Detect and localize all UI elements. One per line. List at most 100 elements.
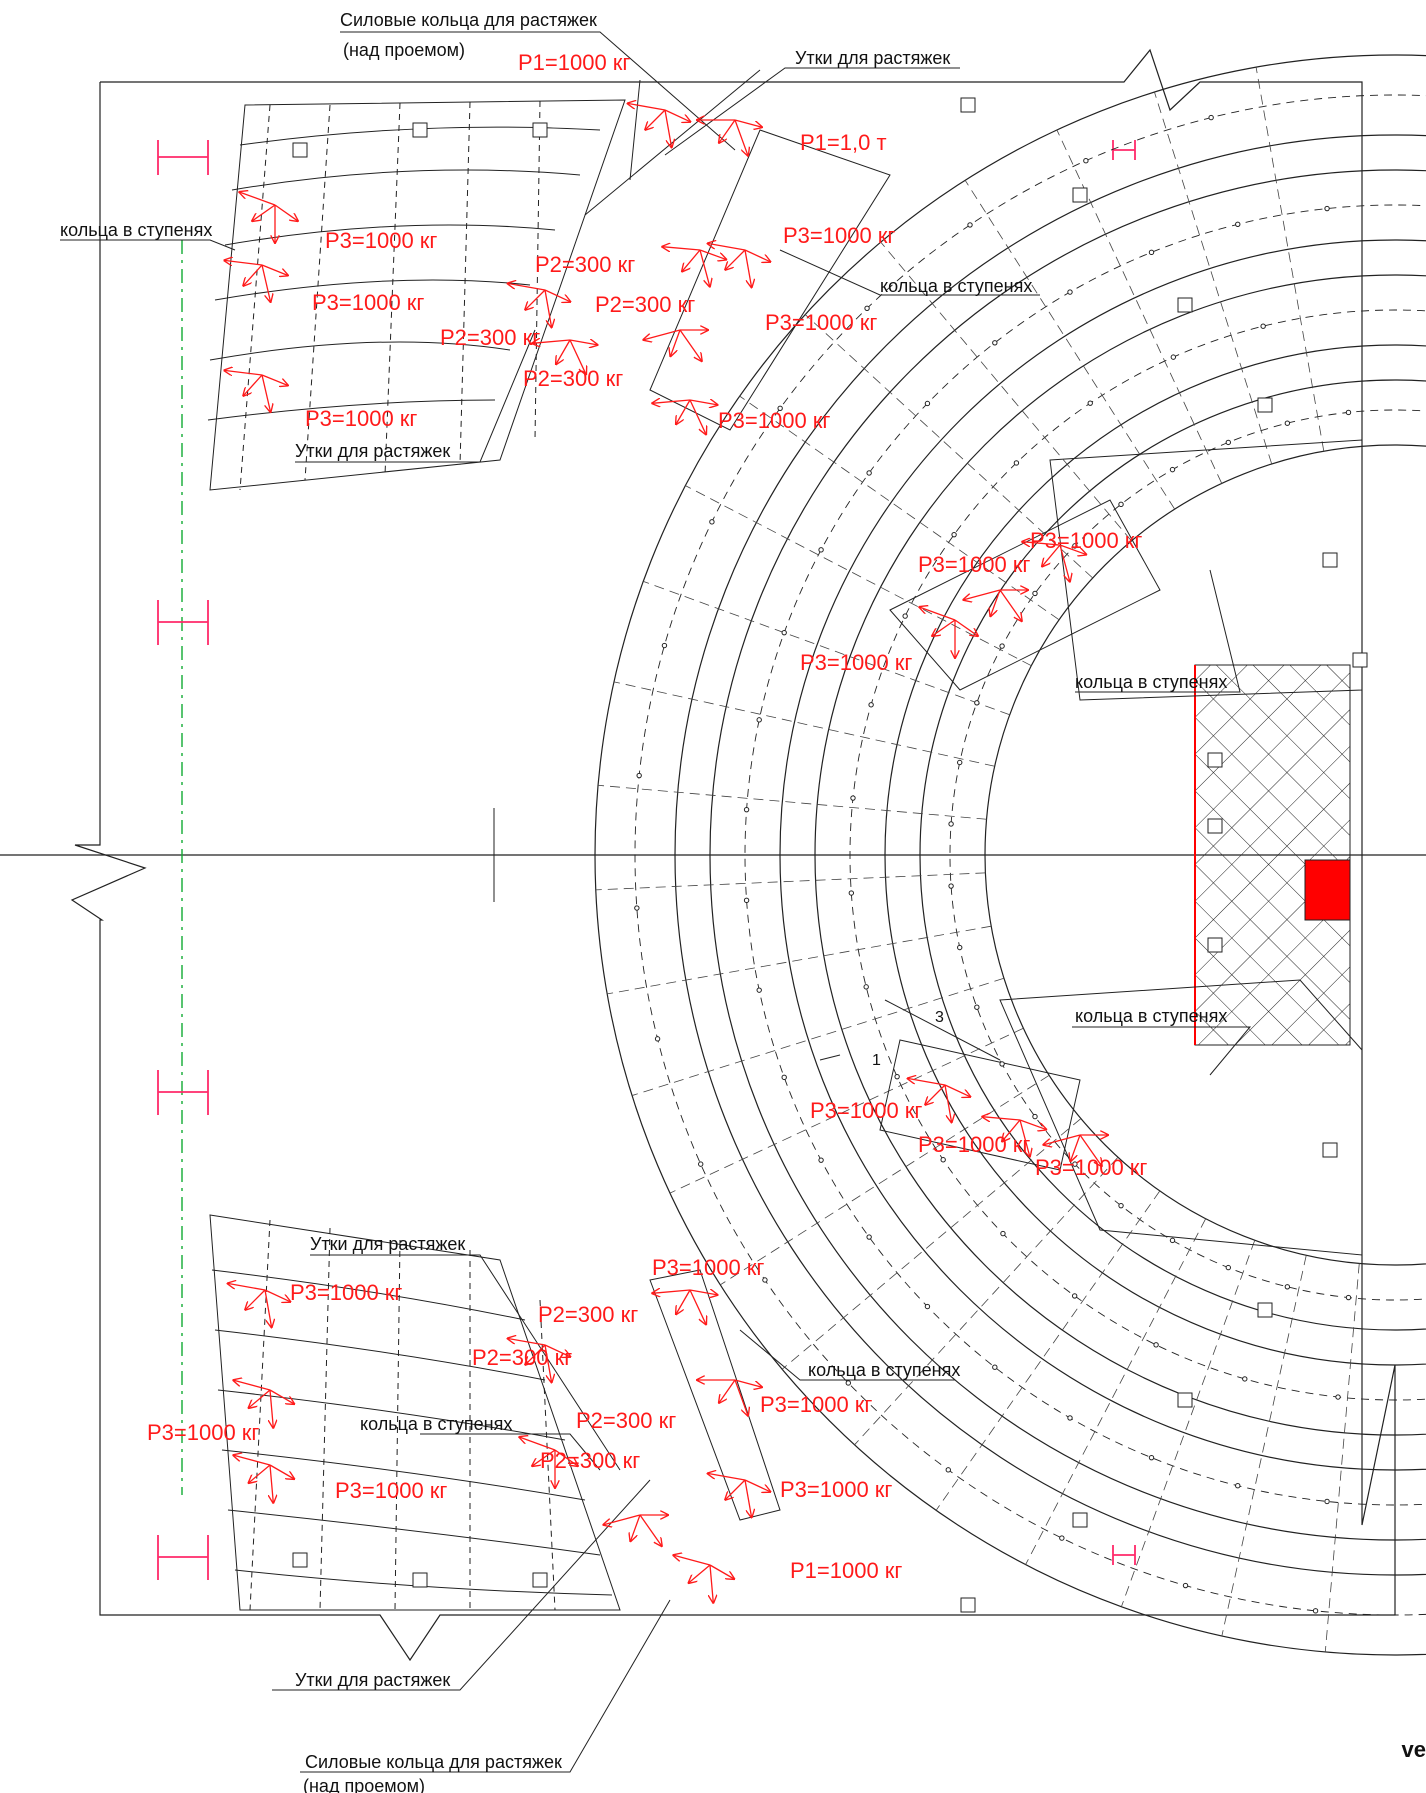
anchor-point	[661, 642, 668, 649]
load-p2-ul-1: P2=300 кг	[535, 252, 635, 277]
load-arrow	[1022, 542, 1061, 545]
anchor-point	[945, 1467, 951, 1473]
anchor-point	[999, 1061, 1005, 1067]
load-arrow	[261, 264, 271, 302]
anchor-box	[532, 122, 548, 138]
load-arrow	[744, 249, 752, 287]
radial-line	[1255, 67, 1325, 452]
anchor-point	[1148, 1454, 1155, 1461]
outer-boundary	[70, 48, 1396, 1662]
anchor-point	[868, 702, 874, 708]
load-arrow	[689, 1289, 706, 1324]
anchor-point	[1032, 590, 1038, 597]
load-p3-ll-3: P3=1000 кг	[335, 1478, 447, 1503]
load-p2-ll-1: P2=300 кг	[472, 1345, 572, 1370]
load-p3-low-2: P3=1000 кг	[918, 1132, 1030, 1157]
load-arrow	[233, 1455, 271, 1466]
anchor-point	[1067, 289, 1073, 295]
anchor-point	[866, 470, 872, 476]
corner-watermark-text: ve	[1401, 1737, 1426, 1762]
anchor-point	[1182, 1582, 1189, 1589]
leader-lines	[60, 31, 1252, 1773]
load-p3-mid-2: P3=1000 кг	[918, 552, 1030, 577]
anchor-point	[1208, 114, 1214, 121]
anchor-point	[1153, 1342, 1159, 1348]
load-arrow	[744, 249, 770, 262]
anchor-box	[1177, 297, 1193, 313]
load-arrow	[569, 340, 598, 345]
anchor-point	[957, 759, 963, 766]
label-power-rings-bottom: Силовые кольца для растяжек	[305, 1752, 562, 1772]
anchor-point	[992, 340, 998, 346]
anchor-point	[924, 1303, 931, 1310]
anchor-point	[1059, 1535, 1065, 1541]
anchor-box	[1207, 937, 1223, 953]
radial-line	[935, 1190, 1161, 1511]
load-arrow	[1079, 1134, 1102, 1166]
load-arrow	[725, 249, 746, 270]
load-arrow	[1043, 1134, 1081, 1145]
load-arrow	[269, 1389, 294, 1404]
load-p3-ur-3: P3=1000 кг	[718, 408, 830, 433]
anchor-point	[1284, 420, 1291, 426]
label-cleats-left-lower: Утки для растяжек	[310, 1234, 465, 1254]
anchor-point	[1284, 1284, 1291, 1290]
load-arrow	[1019, 1119, 1030, 1157]
anchor-point	[1067, 1415, 1073, 1421]
anchor-box	[1072, 1512, 1088, 1528]
anchor-point	[967, 222, 973, 228]
label-rings-in-steps-left-lower: кольца в ступенях	[360, 1414, 512, 1434]
anchor-point	[1087, 400, 1093, 406]
radial-line	[720, 1074, 1050, 1286]
load-arrow	[662, 247, 701, 250]
load-arrow	[643, 329, 681, 340]
label-cleats-bottom: Утки для растяжек	[295, 1670, 450, 1690]
anchor-box	[1072, 187, 1088, 203]
label-rings-in-steps-right-lower: кольца в ступенях	[808, 1360, 960, 1380]
load-arrow	[734, 119, 762, 127]
load-arrow	[228, 1283, 266, 1291]
anchor-point	[636, 772, 642, 779]
anchor-point	[1235, 1482, 1241, 1489]
load-arrow	[249, 1389, 271, 1408]
radial-line	[598, 784, 987, 820]
label-cleats-top: Утки для растяжек	[795, 48, 950, 68]
radial-line	[1154, 91, 1273, 465]
section-mark-3: 3	[935, 1009, 944, 1026]
anchor-point	[756, 987, 762, 993]
load-arrow	[243, 374, 263, 396]
anchor-point	[1169, 1237, 1176, 1244]
label-rings-in-steps-right: кольца в ступенях	[880, 276, 1032, 296]
radial-line	[1025, 1218, 1207, 1565]
load-arrow	[719, 1379, 736, 1403]
load-arrow	[734, 1379, 762, 1387]
anchor-box	[960, 1597, 976, 1613]
anchor-point	[1071, 1293, 1078, 1299]
anchor-point	[1083, 158, 1089, 164]
load-p2-lr-2: P2=300 кг	[576, 1408, 676, 1433]
load-arrow	[710, 1564, 713, 1603]
anchor-point	[864, 305, 870, 312]
load-p2-ur-2: P2=300 кг	[523, 366, 623, 391]
anchor-point	[1170, 354, 1177, 360]
anchor-box	[1177, 1392, 1193, 1408]
load-arrow	[664, 109, 672, 147]
anchor-point	[1225, 439, 1232, 446]
load-arrow	[708, 1473, 746, 1481]
load-p2-ur-1: P2=300 кг	[595, 292, 695, 317]
load-arrow	[544, 289, 570, 302]
load-arrow	[682, 249, 701, 271]
load-p3-ll-2: P3=1000 кг	[147, 1420, 259, 1445]
load-arrow	[708, 243, 746, 251]
anchor-point	[1169, 466, 1176, 473]
load-p3-ll-1: P3=1000 кг	[290, 1280, 402, 1305]
radial-line	[1324, 1263, 1360, 1652]
load-arrow	[734, 119, 748, 156]
load-p3-mid-3: P3=1000 кг	[800, 650, 912, 675]
load-arrow	[725, 1479, 746, 1500]
anchor-point	[781, 629, 787, 636]
anchor-point	[756, 717, 762, 723]
anchor-point	[1000, 1230, 1006, 1237]
load-arrow	[532, 340, 571, 343]
